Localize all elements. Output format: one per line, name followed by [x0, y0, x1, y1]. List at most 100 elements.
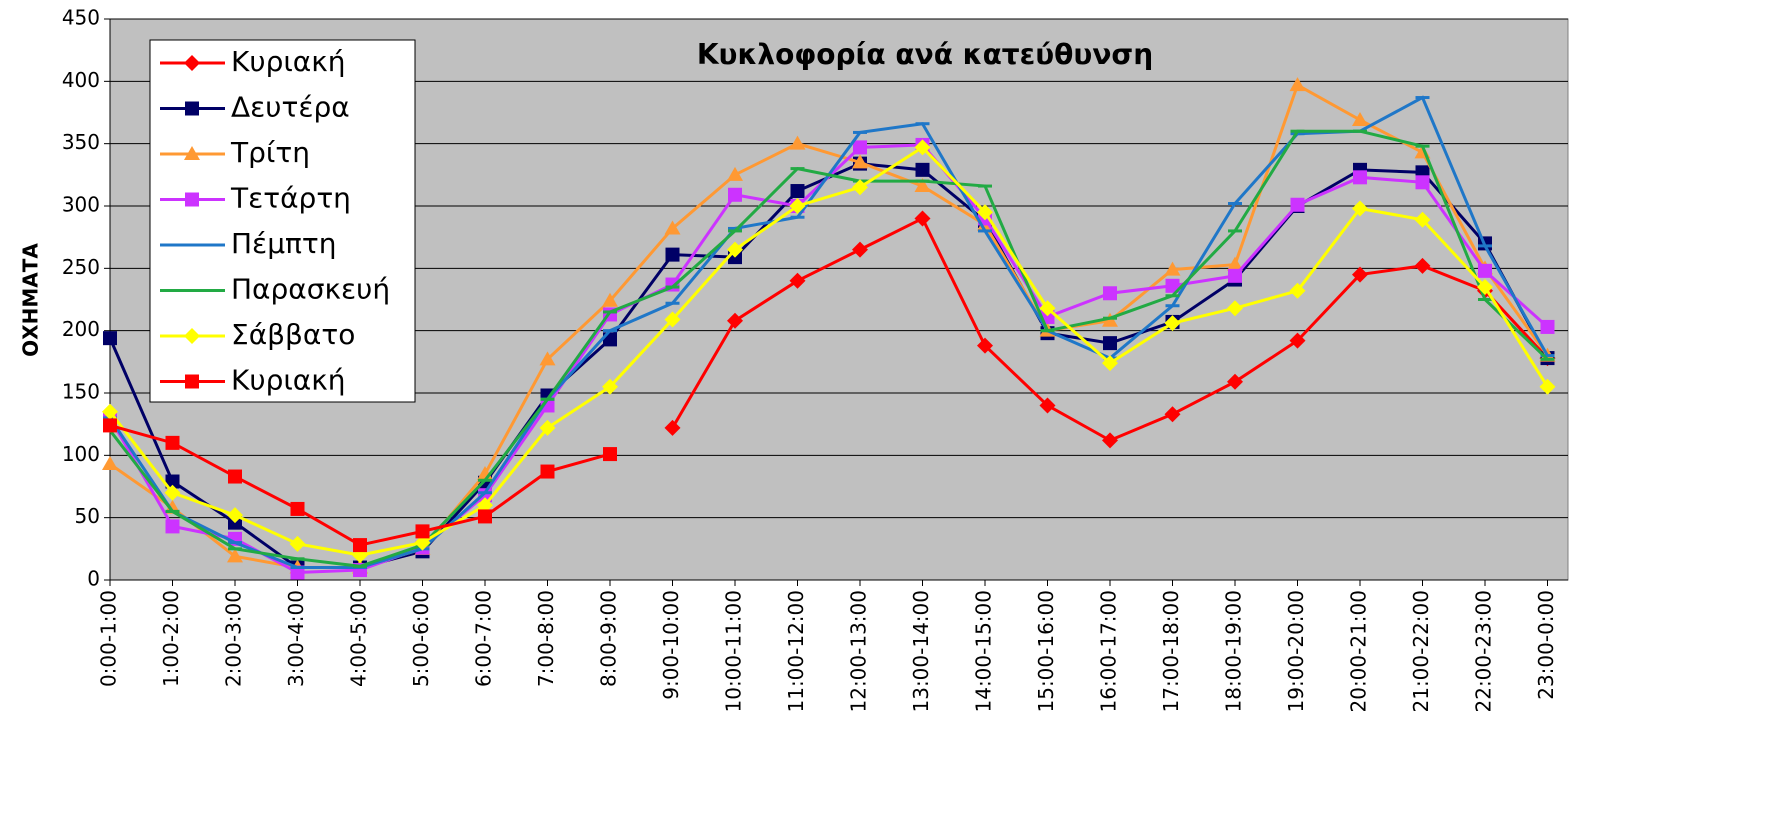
data-point	[1414, 211, 1431, 228]
x-tick-label: 22:00-23:00	[1472, 590, 1496, 713]
data-point	[1352, 200, 1368, 217]
data-point	[1164, 406, 1181, 423]
x-tick-label: 4:00-5:00	[347, 590, 371, 687]
data-point	[165, 519, 180, 534]
data-point	[852, 179, 868, 196]
x-tick-label: 11:00-12:00	[784, 590, 808, 713]
data-point	[852, 241, 868, 258]
data-point	[102, 403, 118, 420]
data-point	[789, 135, 806, 150]
x-tick-label: 13:00-14:00	[909, 590, 933, 713]
data-point	[164, 484, 181, 501]
data-point	[602, 378, 618, 395]
y-tick-label: 100	[62, 442, 100, 466]
y-axis-label: ΟΧΗΜΑΤΑ	[19, 243, 43, 357]
data-point	[1289, 77, 1306, 92]
data-point	[1289, 282, 1306, 299]
legend-marker	[185, 374, 199, 389]
x-tick-label: 16:00-17:00	[1097, 590, 1121, 713]
x-tick-label: 23:00-0:00	[1534, 590, 1558, 700]
x-tick-label: 2:00-3:00	[222, 590, 246, 687]
data-point	[665, 247, 680, 262]
data-point	[727, 241, 743, 258]
data-point	[477, 497, 493, 514]
x-tick-label: 8:00-9:00	[597, 590, 621, 687]
x-tick-label: 18:00-19:00	[1222, 590, 1246, 713]
x-tick-label: 20:00-21:00	[1347, 590, 1371, 713]
data-point	[1540, 319, 1555, 334]
data-point	[1165, 278, 1180, 293]
y-tick-label: 400	[62, 68, 100, 92]
data-point	[789, 198, 806, 214]
legend-marker	[185, 192, 199, 207]
data-point	[103, 418, 117, 433]
legend-label: Κυριακή	[231, 364, 346, 397]
data-point	[853, 140, 867, 155]
data-point	[290, 501, 305, 516]
data-point	[1102, 432, 1118, 449]
legend-label: Σάββατο	[231, 318, 355, 351]
data-point	[727, 312, 743, 329]
y-tick-label: 250	[62, 255, 100, 279]
data-point	[1353, 170, 1367, 185]
data-point	[914, 210, 931, 227]
x-tick-label: 6:00-7:00	[472, 590, 496, 687]
data-point	[1352, 111, 1368, 126]
data-point	[1102, 355, 1118, 372]
data-point	[353, 538, 367, 553]
y-tick-label: 0	[87, 567, 100, 591]
data-point	[1352, 266, 1368, 283]
x-tick-label: 12:00-13:00	[847, 590, 871, 713]
data-point	[228, 469, 242, 484]
x-tick-label: 19:00-20:00	[1284, 590, 1308, 713]
data-point	[102, 456, 118, 471]
legend-label: Κυριακή	[231, 45, 346, 78]
data-point	[103, 331, 117, 346]
data-point	[227, 507, 243, 524]
x-tick-label: 14:00-15:00	[972, 590, 996, 713]
x-tick-label: 9:00-10:00	[659, 590, 683, 700]
data-point	[540, 464, 555, 479]
data-point	[603, 447, 617, 462]
data-point	[1415, 175, 1430, 190]
data-point	[539, 351, 556, 366]
legend-label: Τετάρτη	[230, 182, 351, 215]
data-point	[664, 419, 681, 436]
data-point	[415, 524, 430, 539]
legend-label: Τρίτη	[230, 136, 310, 169]
data-point	[664, 311, 681, 328]
x-tick-label: 10:00-11:00	[722, 590, 746, 713]
data-point	[1477, 279, 1493, 296]
series-line	[108, 129, 1549, 568]
legend-marker	[185, 101, 199, 116]
data-point	[977, 337, 993, 354]
data-point	[165, 435, 180, 450]
data-point	[1227, 373, 1243, 390]
x-tick-label: 15:00-16:00	[1034, 590, 1058, 713]
chart-title: Κυκλοφορία ανά κατεύθυνση	[697, 38, 1153, 71]
x-tick-label: 21:00-22:00	[1409, 590, 1433, 713]
data-point	[227, 548, 243, 563]
data-point	[1290, 197, 1305, 212]
data-point	[1414, 257, 1431, 274]
data-point	[1103, 286, 1117, 301]
y-tick-label: 300	[62, 193, 100, 217]
data-point	[414, 534, 431, 551]
y-tick-label: 150	[62, 380, 100, 404]
data-point	[790, 184, 805, 199]
data-point	[728, 187, 742, 202]
data-point	[1478, 263, 1492, 278]
x-tick-label: 0:00-1:00	[97, 590, 121, 687]
data-point	[478, 509, 492, 524]
data-point	[165, 474, 180, 489]
legend-marker	[184, 55, 200, 71]
data-point	[664, 220, 681, 235]
legend: Κυριακή Δευτέρα Τρίτη Τετάρτη Πέμπτη Παρασκευ…	[149, 39, 416, 403]
legend-marker	[184, 328, 200, 344]
y-tick-label: 450	[62, 6, 100, 30]
data-point	[1227, 256, 1243, 271]
data-point	[602, 292, 618, 307]
data-point	[914, 139, 931, 156]
data-point	[852, 154, 868, 169]
y-tick-label: 350	[62, 130, 100, 154]
